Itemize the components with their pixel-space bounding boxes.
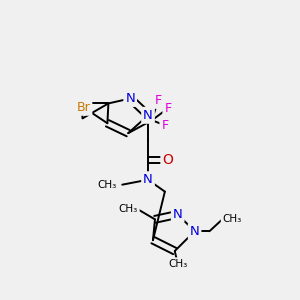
Text: CH₃: CH₃ [119, 204, 138, 214]
Text: F: F [154, 94, 161, 107]
Text: Br: Br [77, 101, 91, 114]
Text: N: N [173, 208, 183, 221]
Text: N: N [143, 109, 153, 122]
Text: O: O [162, 153, 173, 167]
Text: N: N [190, 225, 200, 238]
Text: CH₃: CH₃ [222, 214, 242, 224]
Text: F: F [161, 119, 168, 132]
Text: N: N [125, 92, 135, 105]
Text: CH₃: CH₃ [97, 180, 116, 190]
Text: CH₃: CH₃ [168, 259, 188, 269]
Text: N: N [143, 173, 153, 186]
Text: F: F [164, 102, 171, 115]
